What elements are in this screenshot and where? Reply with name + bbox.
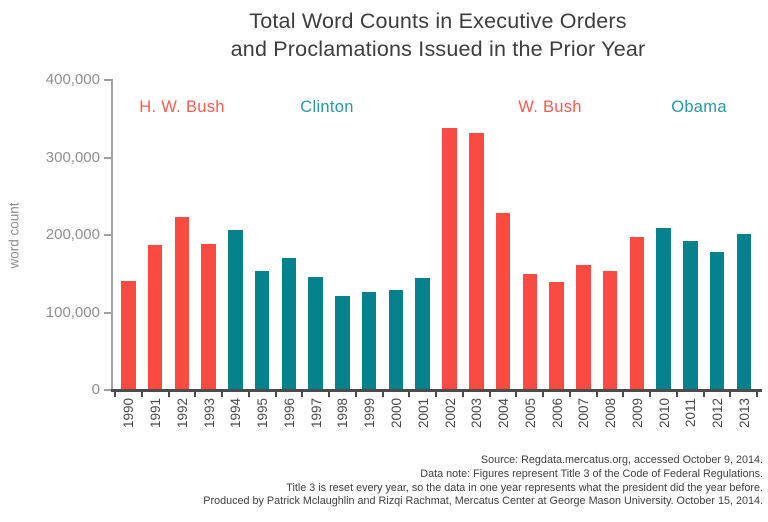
- x-tick-label-2002: 2002: [442, 398, 458, 429]
- bar-2012: [709, 252, 725, 390]
- bar-2001: [415, 277, 430, 390]
- x-tick-label-2001: 2001: [415, 398, 431, 429]
- y-tick-mark-300000: [104, 156, 113, 159]
- bar-1991: [147, 245, 163, 390]
- x-tick-label-1993: 1993: [201, 398, 217, 429]
- y-tick-label-400000: 400,000: [45, 71, 100, 88]
- y-tick-mark-100000: [104, 311, 113, 314]
- x-tick-label-1995: 1995: [255, 398, 271, 429]
- x-tick-mark-9: [354, 391, 357, 397]
- bar-2006: [549, 282, 564, 390]
- y-tick-mark-400000: [104, 79, 113, 81]
- bar-2005: [522, 273, 538, 390]
- bar-2011: [683, 241, 698, 390]
- y-axis-line: [111, 80, 113, 391]
- x-tick-label-2007: 2007: [576, 398, 592, 429]
- x-tick-label-2012: 2012: [710, 398, 726, 429]
- x-tick-label-2006: 2006: [549, 398, 565, 429]
- x-tick-mark-14: [488, 391, 491, 397]
- x-tick-mark-5: [247, 391, 250, 397]
- x-tick-label-2008: 2008: [603, 398, 619, 429]
- x-tick-mark-7: [301, 391, 304, 397]
- bar-1996: [281, 258, 297, 390]
- bar-1994: [228, 230, 243, 390]
- x-tick-label-1997: 1997: [308, 398, 324, 429]
- y-tick-label-200000: 200,000: [45, 226, 100, 243]
- x-tick-mark-1: [140, 391, 143, 397]
- y-tick-label-0: 0: [91, 381, 100, 398]
- x-tick-label-2003: 2003: [469, 398, 485, 429]
- president-label-clinton: Clinton: [300, 98, 354, 116]
- president-label-obama: Obama: [671, 98, 727, 116]
- y-tick-label-100000: 100,000: [45, 303, 100, 321]
- source-line: Source: Regdata.mercatus.org, accessed O…: [480, 454, 763, 466]
- chart-title-line2: and Proclamations Issued in the Prior Ye…: [230, 37, 646, 61]
- x-tick-label-1996: 1996: [281, 398, 297, 429]
- president-label-w-bush: W. Bush: [518, 98, 582, 116]
- source-note: Source: Regdata.mercatus.org, accessed O…: [203, 454, 763, 509]
- x-tick-label-1991: 1991: [148, 398, 164, 429]
- x-tick-label-2005: 2005: [522, 398, 538, 429]
- president-label-h-w-bush: H. W. Bush: [139, 98, 225, 116]
- bar-1997: [308, 276, 323, 390]
- bar-2004: [495, 213, 511, 390]
- x-tick-mark-11: [408, 391, 411, 397]
- x-tick-mark-21: [675, 391, 678, 397]
- x-tick-label-2004: 2004: [496, 398, 512, 429]
- x-tick-mark-19: [622, 391, 625, 397]
- bar-2013: [736, 234, 752, 390]
- chart-title: Total Word Counts in Executive Orders an…: [113, 7, 763, 63]
- x-tick-mark-4: [221, 391, 224, 397]
- bar-1992: [174, 217, 190, 390]
- bar-1999: [361, 291, 377, 390]
- x-tick-label-2000: 2000: [388, 398, 404, 429]
- x-tick-mark-20: [649, 391, 652, 397]
- bar-2002: [442, 128, 457, 390]
- y-tick-mark-200000: [104, 234, 113, 236]
- bar-1990: [121, 280, 136, 390]
- x-tick-mark-13: [461, 391, 464, 397]
- y-tick-mark-0: [104, 389, 113, 391]
- y-tick-label-300000: 300,000: [45, 148, 100, 166]
- x-tick-mark-10: [381, 391, 384, 397]
- x-axis-line: [111, 389, 762, 392]
- bar-2000: [388, 290, 404, 390]
- data-note-line: Data note: Figures represent Title 3 of …: [420, 467, 763, 480]
- bar-2008: [602, 271, 618, 390]
- bar-1995: [254, 270, 270, 390]
- x-tick-label-2009: 2009: [629, 398, 645, 429]
- title3-note-line: Title 3 is reset every year, so the data…: [286, 481, 763, 494]
- x-tick-mark-24: [756, 391, 759, 397]
- x-tick-mark-3: [194, 391, 197, 397]
- x-tick-mark-22: [702, 391, 705, 397]
- bar-2010: [656, 228, 671, 390]
- x-tick-label-2013: 2013: [736, 398, 752, 429]
- x-tick-mark-18: [595, 391, 598, 397]
- x-tick-label-1992: 1992: [174, 398, 190, 429]
- x-tick-label-1994: 1994: [228, 398, 244, 429]
- x-tick-mark-8: [328, 391, 331, 397]
- bar-2007: [576, 265, 591, 390]
- x-tick-label-1999: 1999: [362, 398, 378, 429]
- x-tick-mark-6: [274, 391, 277, 397]
- x-tick-mark-15: [515, 391, 518, 397]
- x-tick-label-2011: 2011: [683, 398, 699, 428]
- x-tick-label-1998: 1998: [335, 398, 351, 429]
- x-tick-mark-2: [167, 391, 170, 397]
- x-tick-mark-12: [435, 391, 438, 397]
- chart-title-line1: Total Word Counts in Executive Orders: [249, 9, 627, 33]
- bar-2009: [629, 236, 645, 390]
- bar-1998: [335, 296, 350, 390]
- x-tick-mark-16: [542, 391, 545, 397]
- credit-line: Produced by Patrick Mclaughlin and Rizqi…: [203, 495, 763, 508]
- x-tick-mark-17: [568, 391, 571, 397]
- x-tick-label-1990: 1990: [121, 398, 137, 429]
- x-tick-mark-23: [729, 391, 732, 397]
- x-tick-label-2010: 2010: [656, 398, 672, 429]
- bar-1993: [201, 244, 216, 390]
- bar-2003: [469, 132, 484, 390]
- x-tick-mark-0: [114, 391, 116, 397]
